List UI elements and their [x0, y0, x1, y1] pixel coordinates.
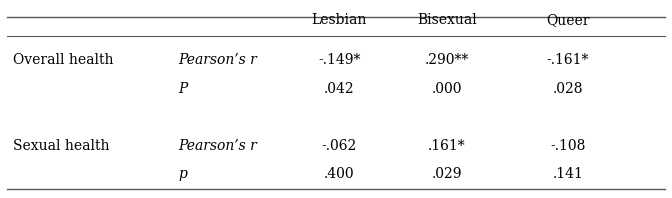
- Text: Lesbian: Lesbian: [312, 13, 367, 27]
- Text: .028: .028: [552, 82, 583, 96]
- Text: .161*: .161*: [428, 139, 466, 153]
- Text: p: p: [178, 167, 187, 181]
- Text: -.149*: -.149*: [318, 53, 361, 68]
- Text: Overall health: Overall health: [13, 53, 114, 68]
- Text: Sexual health: Sexual health: [13, 139, 110, 153]
- Text: Pearson’s r: Pearson’s r: [178, 139, 257, 153]
- Text: -.062: -.062: [322, 139, 357, 153]
- Text: Pearson’s r: Pearson’s r: [178, 53, 257, 68]
- Text: .290**: .290**: [425, 53, 469, 68]
- Text: Bisexual: Bisexual: [417, 13, 476, 27]
- Text: .141: .141: [552, 167, 583, 181]
- Text: Queer: Queer: [546, 13, 589, 27]
- Text: -.161*: -.161*: [546, 53, 589, 68]
- Text: .029: .029: [431, 167, 462, 181]
- Text: .000: .000: [431, 82, 462, 96]
- Text: -.108: -.108: [550, 139, 585, 153]
- Text: P: P: [178, 82, 187, 96]
- Text: .400: .400: [324, 167, 355, 181]
- Text: .042: .042: [324, 82, 355, 96]
